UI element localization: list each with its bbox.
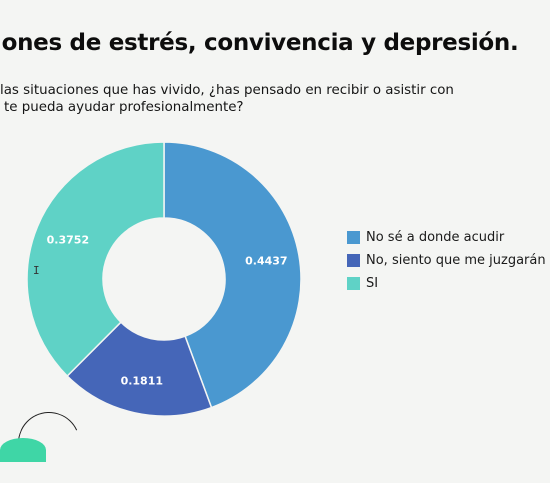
- donut-slice: [163, 141, 302, 409]
- slice-value-label: 0.4437: [245, 255, 287, 268]
- question-line-1: las situaciones que has vivido, ¿has pen…: [0, 83, 454, 98]
- chart-legend: No sé a donde acudir No, siento que me j…: [347, 226, 546, 295]
- legend-label: SI: [366, 276, 379, 291]
- text-cursor-icon: I: [33, 264, 40, 277]
- legend-item-no-se-a-donde-acudir: No sé a donde acudir: [347, 226, 546, 249]
- slice-value-label: 0.3752: [47, 233, 89, 246]
- question-line-2: te pueda ayudar profesionalmente?: [4, 100, 244, 115]
- decorative-green-shape: [0, 438, 46, 462]
- donut-slice: [66, 321, 213, 417]
- legend-item-no-siento-que-me-juzgaran: No, siento que me juzgarán: [347, 249, 546, 272]
- slice-value-label: 0.1811: [121, 375, 163, 388]
- legend-label: No sé a donde acudir: [366, 230, 505, 245]
- legend-swatch: [347, 254, 360, 267]
- legend-swatch: [347, 277, 360, 290]
- survey-question: las situaciones que has vivido, ¿has pen…: [0, 82, 454, 116]
- donut-slice: [26, 141, 165, 378]
- page-title: iones de estrés, convivencia y depresión…: [0, 30, 519, 56]
- legend-label: No, siento que me juzgarán: [366, 253, 546, 268]
- donut-chart: 0.4437 0.1811 0.3752: [26, 141, 302, 417]
- legend-swatch: [347, 231, 360, 244]
- legend-item-si: SI: [347, 272, 546, 295]
